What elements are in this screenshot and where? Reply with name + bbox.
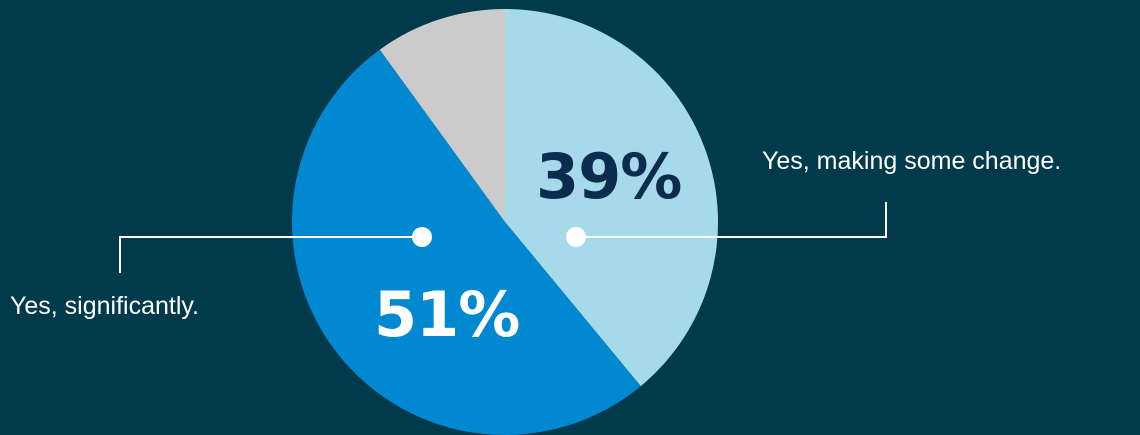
slice-other (379, 8, 505, 222)
leader-dot-significantly (412, 227, 432, 247)
percent-label-making-some-change: 39% (536, 140, 681, 213)
leader-line-making-some-change (576, 202, 887, 238)
percent-labels: 39% 51% (374, 140, 682, 351)
leader-line-significantly (119, 236, 422, 273)
slice-significantly (292, 49, 641, 435)
callouts: Yes, making some change. Yes, significan… (10, 147, 1061, 320)
pie-slices (292, 8, 718, 435)
slice-making-some-change (505, 9, 718, 387)
slice-label-making-some-change: Yes, making some change. (762, 147, 1061, 175)
leader-dot-making-some-change (566, 227, 586, 247)
percent-label-significantly: 51% (374, 278, 519, 351)
slice-label-significantly: Yes, significantly. (10, 292, 199, 320)
